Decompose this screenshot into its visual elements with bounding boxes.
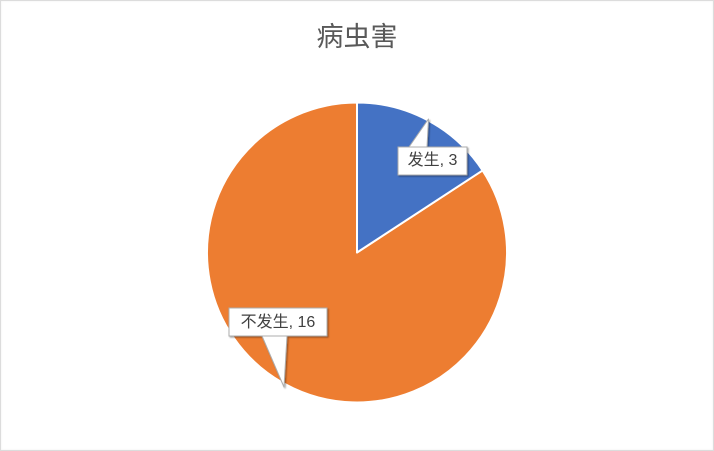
svg-text:不发生, 16: 不发生, 16 xyxy=(241,313,316,331)
svg-text:发生, 3: 发生, 3 xyxy=(408,151,458,169)
